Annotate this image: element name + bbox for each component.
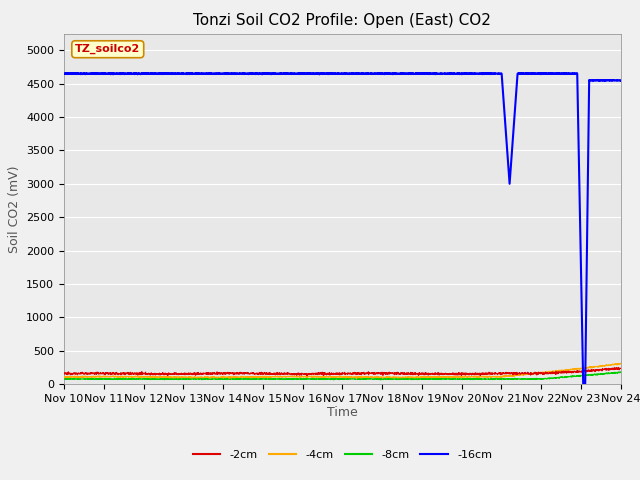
X-axis label: Time: Time: [327, 407, 358, 420]
Title: Tonzi Soil CO2 Profile: Open (East) CO2: Tonzi Soil CO2 Profile: Open (East) CO2: [193, 13, 492, 28]
Text: TZ_soilco2: TZ_soilco2: [75, 44, 140, 54]
Y-axis label: Soil CO2 (mV): Soil CO2 (mV): [8, 165, 20, 252]
Legend: -2cm, -4cm, -8cm, -16cm: -2cm, -4cm, -8cm, -16cm: [188, 445, 497, 465]
